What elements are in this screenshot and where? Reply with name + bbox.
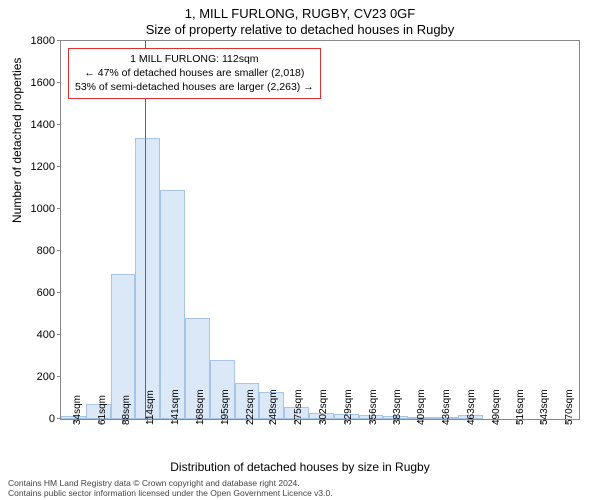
x-tick-label: 168sqm <box>195 389 206 425</box>
y-tick-label: 1600 <box>31 77 61 89</box>
callout-line2: ← 47% of detached houses are smaller (2,… <box>75 66 314 80</box>
y-tick-mark <box>57 376 61 377</box>
callout-line1: 1 MILL FURLONG: 112sqm <box>75 52 314 66</box>
y-tick-mark <box>57 82 61 83</box>
title-main: 1, MILL FURLONG, RUGBY, CV23 0GF <box>0 6 600 21</box>
y-tick-label: 1200 <box>31 161 61 173</box>
footer-line1: Contains HM Land Registry data © Crown c… <box>8 478 333 488</box>
footer-line2: Contains public sector information licen… <box>8 488 333 498</box>
x-tick-label: 195sqm <box>220 389 231 425</box>
x-tick-label: 114sqm <box>145 390 156 425</box>
y-tick-label: 400 <box>37 329 61 341</box>
y-tick-label: 800 <box>37 245 61 257</box>
y-tick-label: 1000 <box>31 203 61 215</box>
title-sub: Size of property relative to detached ho… <box>0 22 600 37</box>
x-tick-label: 302sqm <box>318 389 329 425</box>
x-tick-label: 222sqm <box>245 389 256 425</box>
y-tick-label: 600 <box>37 287 61 299</box>
y-tick-label: 1800 <box>31 35 61 47</box>
callout-box: 1 MILL FURLONG: 112sqm ← 47% of detached… <box>68 48 321 99</box>
x-tick-label: 61sqm <box>97 395 108 425</box>
chart-container: 1, MILL FURLONG, RUGBY, CV23 0GF Size of… <box>0 0 600 500</box>
y-tick-mark <box>57 418 61 419</box>
x-tick-label: 490sqm <box>491 389 502 425</box>
x-tick-label: 436sqm <box>441 389 452 425</box>
x-tick-label: 34sqm <box>72 395 83 425</box>
x-tick-label: 329sqm <box>343 389 354 425</box>
x-tick-label: 409sqm <box>416 389 427 425</box>
y-tick-mark <box>57 334 61 335</box>
callout-line3: 53% of semi-detached houses are larger (… <box>75 80 314 94</box>
y-tick-mark <box>57 124 61 125</box>
bar <box>160 190 185 419</box>
x-tick-label: 356sqm <box>368 389 379 425</box>
x-tick-label: 275sqm <box>293 389 304 425</box>
x-tick-label: 248sqm <box>268 389 279 425</box>
x-tick-label: 570sqm <box>564 389 575 425</box>
x-tick-label: 463sqm <box>466 389 477 425</box>
y-tick-mark <box>57 166 61 167</box>
bar <box>135 138 160 419</box>
x-tick-label: 543sqm <box>539 389 550 425</box>
y-tick-mark <box>57 292 61 293</box>
x-tick-label: 88sqm <box>121 395 132 425</box>
y-tick-mark <box>57 250 61 251</box>
y-tick-mark <box>57 40 61 41</box>
x-tick-label: 141sqm <box>170 389 181 425</box>
y-tick-label: 0 <box>49 413 61 425</box>
y-tick-label: 200 <box>37 371 61 383</box>
y-tick-mark <box>57 208 61 209</box>
y-tick-label: 1400 <box>31 119 61 131</box>
x-tick-label: 383sqm <box>392 389 403 425</box>
y-axis-label: Number of detached properties <box>10 58 24 223</box>
x-tick-label: 516sqm <box>515 389 526 425</box>
x-axis-label: Distribution of detached houses by size … <box>0 460 600 474</box>
footer: Contains HM Land Registry data © Crown c… <box>8 478 333 498</box>
